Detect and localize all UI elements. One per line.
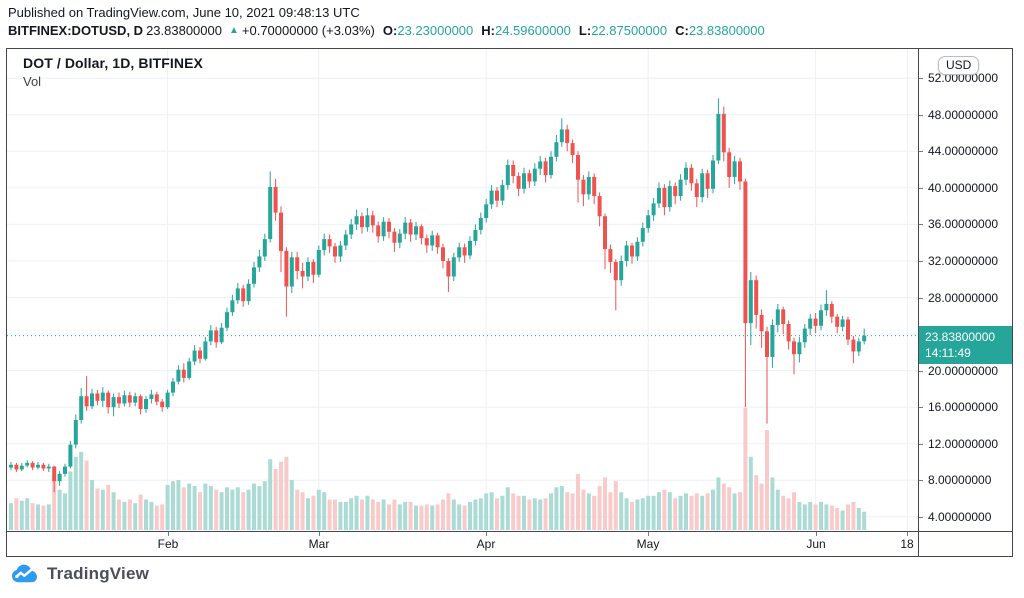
price-tick-mark <box>919 261 923 262</box>
price-tick-mark <box>919 115 923 116</box>
time-tick-mark <box>319 532 320 536</box>
footer-branding: TradingView <box>10 563 149 584</box>
up-arrow-icon: ▲ <box>228 25 239 36</box>
close-value: 23.83800000 <box>688 23 765 38</box>
price-tick-label: 28.00000000 <box>928 291 999 305</box>
price-tick-label: 40.00000000 <box>928 181 999 195</box>
price-tick-label: 4.00000000 <box>928 510 992 524</box>
time-tick-mark <box>816 532 817 536</box>
tradingview-logo-text[interactable]: TradingView <box>47 563 150 583</box>
price-tick-label: 44.00000000 <box>928 144 999 158</box>
time-axis-label: Feb <box>157 537 179 551</box>
price-axis-separator <box>918 49 919 556</box>
time-axis-label: Apr <box>476 537 496 551</box>
price-tick-mark <box>919 188 923 189</box>
price-tick-label: 8.00000000 <box>928 473 992 487</box>
time-axis-label: 18 <box>900 537 914 551</box>
price-tick-mark <box>919 224 923 225</box>
volume-bars <box>9 408 867 530</box>
price-tick-mark <box>919 78 923 79</box>
price-tick-mark <box>919 407 923 408</box>
price-tick-label: 12.00000000 <box>928 437 999 451</box>
currency-badge: USD <box>938 56 980 75</box>
published-line: Published on TradingView.com, June 10, 2… <box>8 5 360 20</box>
price-tick-mark <box>919 151 923 152</box>
grid-lines <box>7 49 918 531</box>
price-tick-label: 20.00000000 <box>928 364 999 378</box>
candles <box>9 98 867 493</box>
price-tick-mark <box>919 517 923 518</box>
price-tick-mark <box>919 298 923 299</box>
current-price-badge: 23.83800000 14:11:49 <box>919 326 1012 364</box>
high-value: 24.59600000 <box>494 23 571 38</box>
current-price-value: 23.83800000 <box>925 330 996 344</box>
time-axis[interactable]: Feb Mar Apr May Jun 18 <box>7 532 1012 556</box>
low-value: 22.87500000 <box>591 23 668 38</box>
bar-countdown: 14:11:49 <box>925 346 971 360</box>
price-tick-label: 36.00000000 <box>928 217 999 231</box>
time-axis-label: Jun <box>806 537 826 551</box>
symbol-info-bar: BITFINEX:DOTUSD, D 23.83800000 ▲ +0.7000… <box>8 23 765 38</box>
chart-plot-area[interactable]: DOT / Dollar, 1D, BITFINEX Vol <box>7 49 918 531</box>
time-tick-mark <box>168 532 169 536</box>
high-label: H: <box>481 23 495 38</box>
close-label: C: <box>675 23 689 38</box>
price-change: +0.70000000 (+3.03%) <box>241 23 375 38</box>
time-axis-label: Mar <box>308 537 330 551</box>
tradingview-logo-icon[interactable] <box>10 563 40 584</box>
last-price: 23.83800000 <box>146 23 222 38</box>
price-tick-label: 32.00000000 <box>928 254 999 268</box>
time-tick-mark <box>907 532 908 536</box>
time-tick-mark <box>648 532 649 536</box>
price-tick-mark <box>919 480 923 481</box>
low-label: L: <box>578 23 592 38</box>
open-value: 23.23000000 <box>397 23 474 38</box>
open-label: O: <box>382 23 398 38</box>
price-tick-mark <box>919 371 923 372</box>
price-tick-mark <box>919 444 923 445</box>
time-tick-mark <box>486 532 487 536</box>
time-axis-separator <box>7 531 1012 532</box>
price-axis[interactable]: USD 23.83800000 14:11:49 52.00000000 48.0… <box>919 49 1012 531</box>
time-axis-label: May <box>636 537 660 551</box>
chart-frame: DOT / Dollar, 1D, BITFINEX Vol USD 23.83… <box>6 48 1013 557</box>
price-tick-label: 16.00000000 <box>928 400 999 414</box>
candlestick-chart-canvas[interactable] <box>7 49 918 531</box>
price-tick-label: 48.00000000 <box>928 108 999 122</box>
symbol-name: BITFINEX:DOTUSD, D <box>8 23 144 38</box>
